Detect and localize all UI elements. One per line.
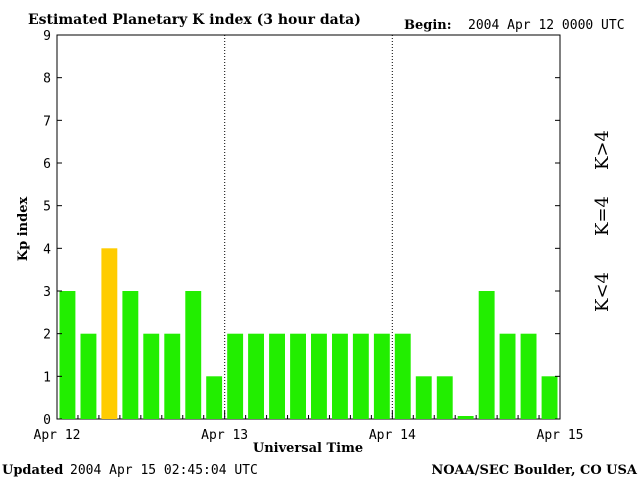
kp-bar — [311, 333, 327, 419]
y-tick-label: 4 — [43, 242, 51, 257]
y-axis-label: Kp index — [16, 197, 31, 262]
kp-bar — [457, 416, 474, 419]
kp-bar — [520, 333, 537, 419]
kp-bar — [80, 333, 97, 419]
kp-bar — [478, 291, 495, 419]
legend-k-above-4: K>4 — [592, 130, 613, 170]
x-tick-label: Apr 14 — [369, 428, 416, 443]
kp-bar — [499, 333, 516, 419]
kp-bar — [332, 333, 348, 419]
kp-bar — [436, 376, 453, 419]
y-tick-label: 5 — [43, 200, 51, 215]
kp-bar — [352, 333, 369, 419]
x-ticks-group: Apr 12 Apr 13 Apr 14 Apr 15 — [34, 411, 584, 443]
kp-bar — [227, 333, 244, 419]
kp-bar — [185, 291, 202, 419]
y-tick-label: 1 — [43, 370, 51, 385]
kp-bar — [164, 333, 181, 419]
legend-k-below-4: K<4 — [592, 272, 613, 312]
updated-value: 2004 Apr 15 02:45:04 UTC — [70, 463, 258, 478]
kp-bar — [143, 333, 160, 419]
kp-bar — [269, 333, 285, 419]
x-axis-label: Universal Time — [253, 441, 363, 456]
begin-label: Begin: — [404, 18, 452, 33]
y-ticks-group: 0 1 2 3 4 5 6 7 8 9 — [43, 29, 560, 428]
y-tick-label: 2 — [43, 328, 51, 343]
begin-value: 2004 Apr 12 0000 UTC — [468, 18, 625, 33]
credit-text: NOAA/SEC Boulder, CO USA — [431, 463, 638, 478]
x-tick-label: Apr 15 — [537, 428, 584, 443]
y-tick-label: 9 — [43, 29, 51, 44]
x-tick-label: Apr 13 — [201, 428, 248, 443]
chart-title: Estimated Planetary K index (3 hour data… — [28, 12, 361, 28]
y-tick-label: 8 — [43, 72, 51, 87]
kp-bar — [415, 376, 432, 419]
kp-bar — [122, 291, 139, 419]
y-tick-label: 6 — [43, 157, 51, 172]
updated-label: Updated — [2, 463, 63, 478]
legend-k-equal-4: K=4 — [592, 196, 613, 236]
kp-bar — [206, 376, 223, 419]
y-tick-label: 0 — [43, 413, 51, 428]
y-tick-label: 7 — [43, 114, 51, 129]
kp-bar — [373, 333, 390, 419]
kp-bar — [394, 333, 411, 419]
kp-bar — [101, 248, 118, 419]
x-tick-label: Apr 12 — [34, 428, 81, 443]
kp-bar — [290, 333, 306, 419]
kp-bar — [541, 376, 558, 419]
kp-bar — [248, 333, 264, 419]
y-tick-label: 3 — [43, 285, 51, 300]
bars-group — [59, 248, 558, 419]
kp-bar — [59, 291, 76, 419]
